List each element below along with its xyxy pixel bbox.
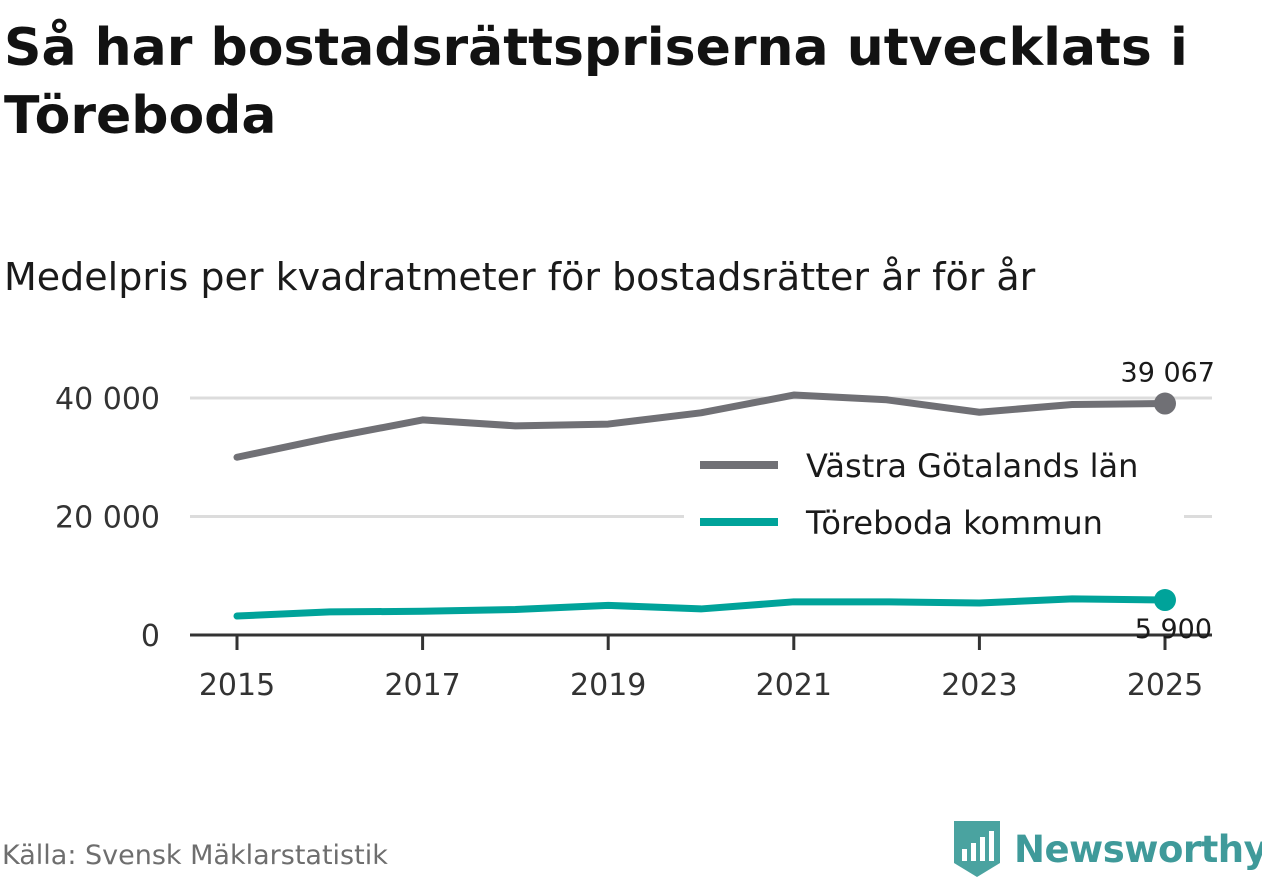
series-end-point-0 (1154, 392, 1176, 415)
chart-title: Så har bostadsrättspriserna utvecklats i… (4, 18, 1188, 146)
series-end-point-1 (1154, 589, 1176, 612)
x-tick-label-2019: 2019 (570, 668, 646, 703)
y-tick-label-40000: 40 000 (55, 382, 160, 417)
newsworthy-logo-icon (954, 821, 1000, 877)
axis-layer: 0 20 000 40 000 2015 2017 2019 2021 2023 2025 (55, 382, 1212, 703)
x-tick-label-2023: 2023 (941, 668, 1017, 703)
series-layer (233, 391, 1176, 620)
source-note: Källa: Svensk Mäklarstatistik (2, 840, 388, 871)
legend: Västra Götalands län Töreboda kommun (684, 436, 1184, 556)
end-labels: 39 067 5 900 (1121, 358, 1215, 646)
newsworthy-logo: Newsworthy (952, 818, 1262, 880)
end-value-label-1: 5 900 (1135, 614, 1212, 645)
series-line-0 (233, 391, 1169, 461)
x-tick-label-2017: 2017 (384, 668, 460, 703)
newsworthy-logo-text: Newsworthy (1014, 827, 1262, 871)
end-value-label-0: 39 067 (1121, 358, 1215, 389)
x-tick-label-2025: 2025 (1127, 668, 1203, 703)
series-line-1 (233, 595, 1169, 620)
y-tick-label-0: 0 (141, 619, 160, 654)
chart-subtitle: Medelpris per kvadratmeter för bostadsrä… (4, 255, 1036, 299)
x-tick-label-2015: 2015 (199, 668, 275, 703)
x-tick-label-2021: 2021 (756, 668, 832, 703)
legend-label-1: Töreboda kommun (805, 504, 1103, 542)
legend-label-0: Västra Götalands län (806, 447, 1138, 485)
y-tick-label-20000: 20 000 (55, 501, 160, 536)
legend-background (684, 436, 1184, 556)
